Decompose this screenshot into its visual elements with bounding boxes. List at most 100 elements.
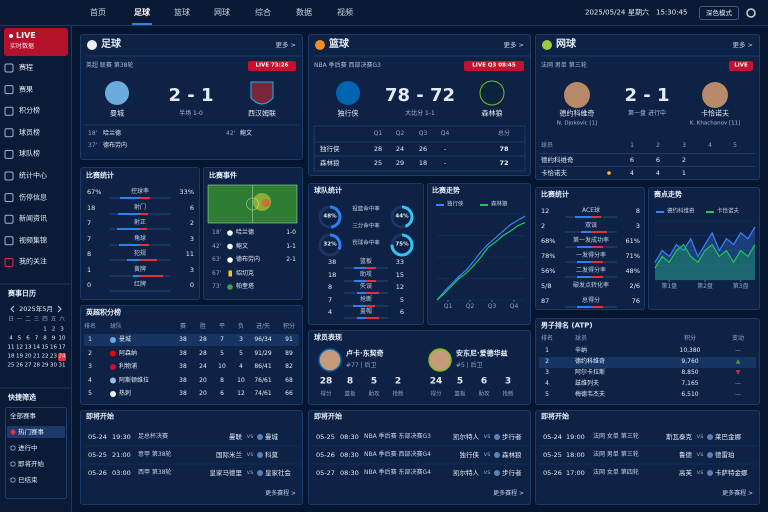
- nav-item[interactable]: 首页: [90, 8, 106, 17]
- column-header: 积分: [683, 335, 697, 342]
- menu-item[interactable]: 赛程: [19, 63, 33, 72]
- day[interactable]: 26: [16, 362, 23, 369]
- quarter-score: -: [443, 144, 447, 153]
- day[interactable]: 8: [43, 335, 47, 342]
- day[interactable]: 16: [50, 344, 57, 351]
- filter-item[interactable]: 即将开始: [18, 459, 44, 468]
- day[interactable]: 9: [51, 335, 56, 342]
- home-team: 国际米兰: [216, 450, 242, 459]
- column-header: Q3: [418, 130, 428, 137]
- home-value: 7: [87, 218, 92, 227]
- stat-name: 总得分: [581, 297, 601, 304]
- more-link[interactable]: 更多 >: [503, 40, 524, 49]
- day[interactable]: 29: [41, 362, 49, 369]
- day[interactable]: 22: [41, 353, 49, 360]
- day[interactable]: 6: [26, 335, 30, 342]
- vs: vs: [696, 469, 704, 476]
- day[interactable]: 4: [9, 335, 13, 342]
- menu-item[interactable]: 球队榜: [19, 149, 40, 158]
- day[interactable]: 31: [58, 362, 66, 369]
- weekday: 日: [8, 316, 14, 323]
- filter-item[interactable]: 全部赛事: [10, 411, 36, 420]
- day[interactable]: 30: [50, 362, 57, 369]
- day[interactable]: 1: [43, 326, 47, 333]
- column-header: 总分: [497, 130, 511, 137]
- cell: 82: [285, 363, 293, 370]
- filter-title: 快捷筛选: [8, 393, 36, 402]
- nav-item[interactable]: 综合: [255, 8, 271, 17]
- column-header: 变动: [731, 335, 745, 342]
- day[interactable]: 7: [34, 335, 39, 342]
- live-label: LIVE: [16, 31, 36, 40]
- menu-item[interactable]: 统计中心: [19, 171, 47, 180]
- nav-item[interactable]: 视频: [337, 8, 353, 17]
- away-team: 西汉姆联: [248, 109, 276, 118]
- player-name: 德约科维奇: [541, 155, 574, 164]
- x-tick-label: 第2盘: [697, 283, 713, 290]
- day[interactable]: 25: [7, 362, 15, 369]
- day[interactable]: 17: [58, 344, 66, 351]
- more-link[interactable]: 更多赛程 >: [493, 490, 524, 497]
- menu-item[interactable]: 赛果: [19, 85, 33, 94]
- day[interactable]: 24: [58, 353, 66, 360]
- day[interactable]: 2: [51, 326, 56, 333]
- day[interactable]: 21: [33, 353, 40, 360]
- day[interactable]: 20: [24, 353, 32, 360]
- menu-item[interactable]: 伤停信息: [19, 193, 47, 202]
- more-link[interactable]: 更多赛程 >: [265, 490, 296, 497]
- home-bar: [575, 216, 591, 218]
- weekday: 星期六: [628, 8, 649, 17]
- day[interactable]: 10: [58, 335, 66, 342]
- menu-item[interactable]: 球员榜: [19, 128, 40, 137]
- nav-item[interactable]: 篮球: [174, 8, 190, 17]
- filter-item[interactable]: 进行中: [18, 443, 38, 452]
- match-date: 05-24: [543, 432, 562, 441]
- day[interactable]: 19: [16, 353, 23, 360]
- menu-item[interactable]: 新闻资讯: [19, 214, 47, 223]
- day[interactable]: 27: [24, 362, 32, 369]
- day[interactable]: 11: [7, 344, 15, 351]
- home-value: 18: [328, 270, 337, 279]
- day[interactable]: 5: [17, 335, 22, 342]
- more-link[interactable]: 更多 >: [732, 40, 753, 49]
- column-header: Q4: [440, 130, 450, 137]
- filter-item[interactable]: 热门赛事: [18, 427, 44, 436]
- menu-item[interactable]: 我的关注: [19, 257, 47, 266]
- player-stat: 6: [480, 376, 488, 387]
- away-player: 卡恰诺夫: [701, 109, 729, 118]
- cell: 4: [545, 380, 549, 387]
- more-link[interactable]: 更多 >: [275, 40, 296, 49]
- away-bar: [140, 197, 150, 199]
- nav-item[interactable]: 足球: [134, 8, 150, 17]
- away-team: 步行者: [502, 468, 522, 477]
- theme-button[interactable]: [699, 6, 739, 20]
- competition: 足总杯决赛: [138, 433, 169, 440]
- match-date: 05-27: [316, 468, 335, 477]
- day[interactable]: 15: [41, 344, 49, 351]
- day[interactable]: 12: [16, 344, 23, 351]
- cell: 5: [239, 349, 243, 357]
- column-header: 2: [656, 142, 660, 149]
- day[interactable]: 3: [60, 326, 64, 333]
- day[interactable]: 14: [33, 344, 40, 351]
- nav-item[interactable]: 网球: [214, 8, 230, 17]
- filter-item[interactable]: 已结束: [18, 475, 38, 484]
- vs: vs: [696, 451, 704, 458]
- live-box[interactable]: [4, 28, 68, 56]
- nav-item[interactable]: 数据: [296, 8, 312, 17]
- away-value: 48%: [625, 266, 640, 275]
- menu-item[interactable]: 积分榜: [19, 106, 40, 115]
- competition: NBA 季后赛 东部决赛G4: [364, 469, 431, 476]
- more-link[interactable]: 更多赛程 >: [722, 490, 753, 497]
- theme-label[interactable]: 深色模式: [706, 8, 732, 17]
- day[interactable]: 28: [33, 362, 40, 369]
- basketball-players: [308, 330, 531, 405]
- day[interactable]: 13: [24, 344, 32, 351]
- day[interactable]: 23: [50, 353, 57, 360]
- away-bar: [140, 274, 163, 277]
- day[interactable]: 18: [7, 353, 15, 360]
- clock: 15:30:45: [656, 8, 688, 17]
- menu-item[interactable]: 视频集锦: [19, 236, 47, 245]
- away-team: 莱巴金娜: [715, 432, 741, 441]
